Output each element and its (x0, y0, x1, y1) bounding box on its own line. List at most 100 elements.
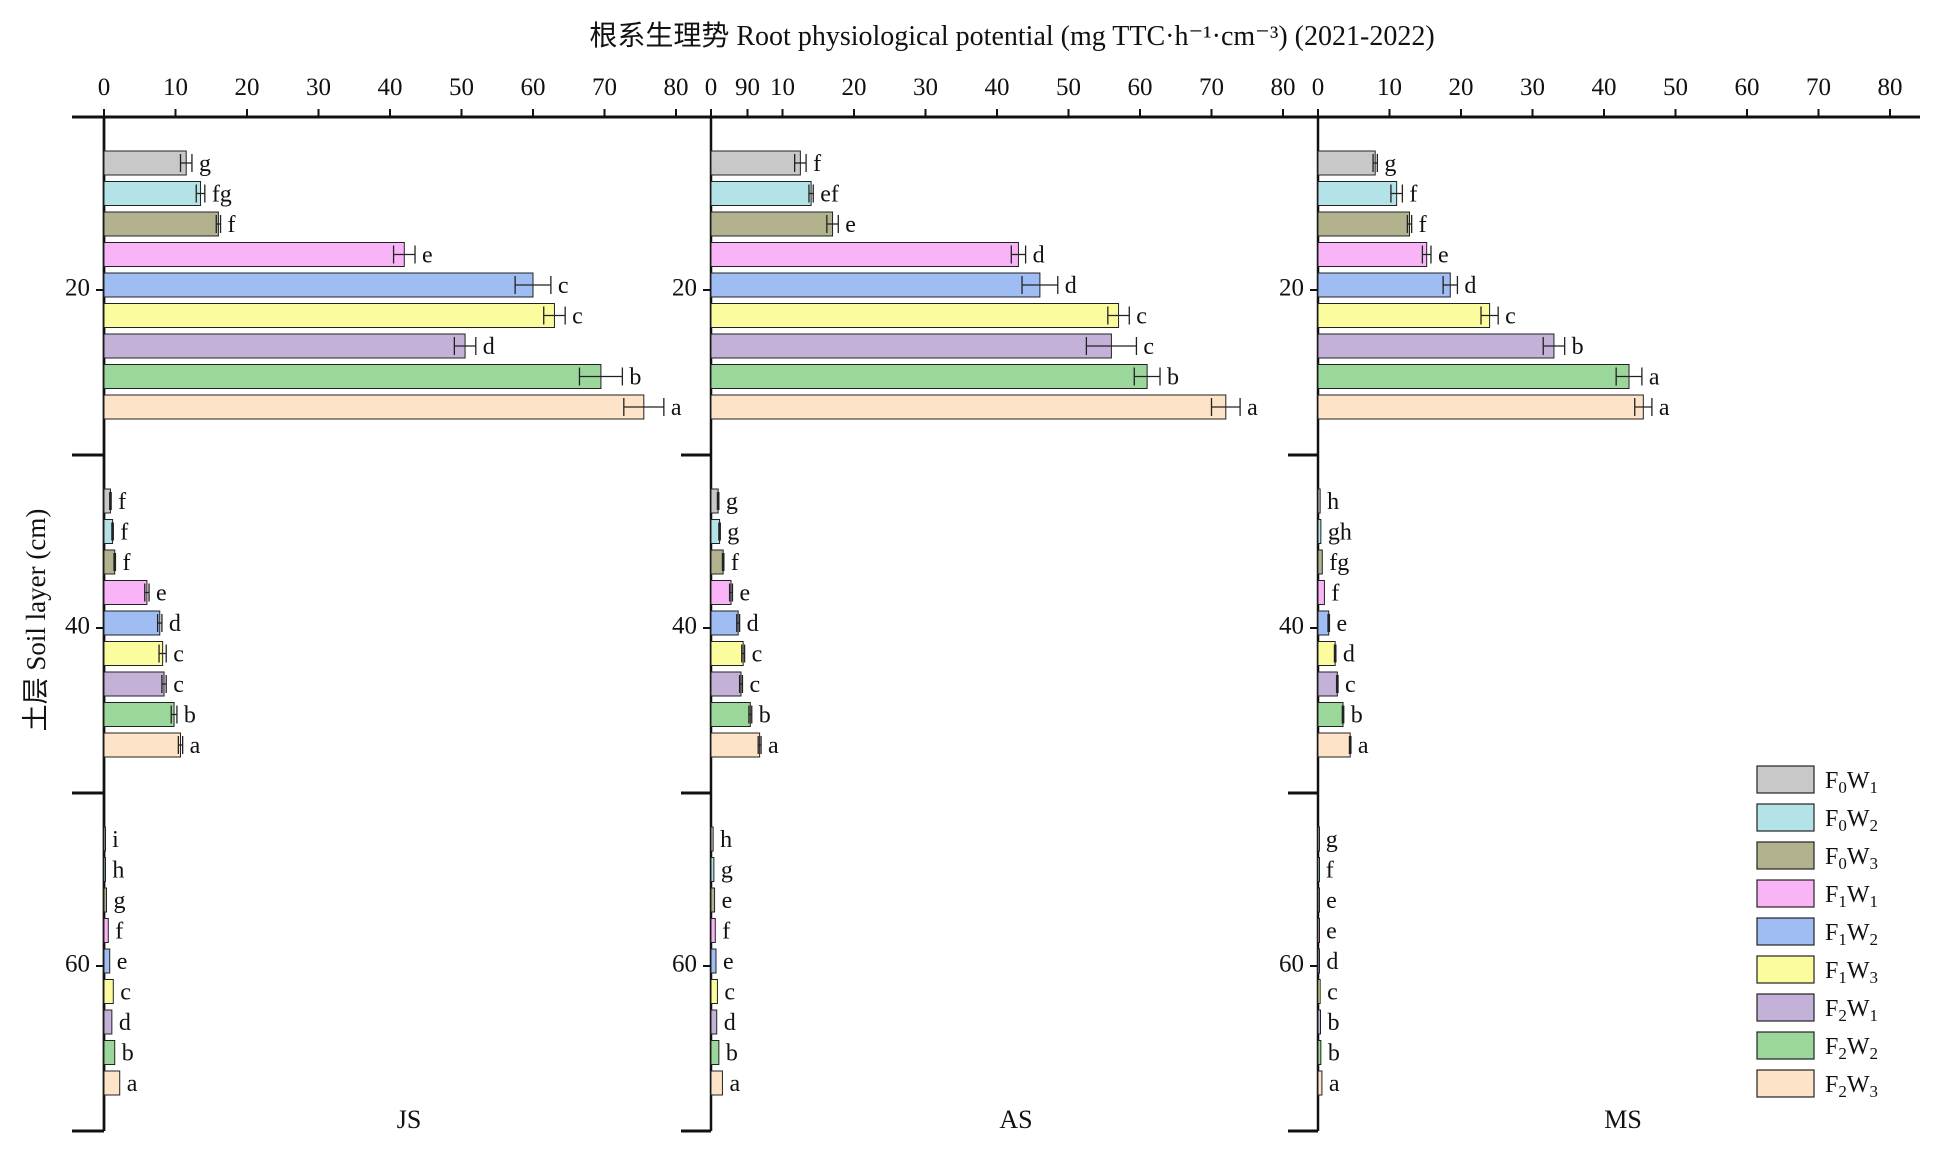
x-tick-label: 50 (449, 74, 474, 101)
bar (710, 272, 1041, 298)
legend-label: F0W3 (1825, 844, 1878, 873)
significance-letter: f (115, 919, 123, 945)
x-tick-label: 0 (98, 74, 111, 101)
significance-letter: c (558, 273, 569, 299)
bar (1317, 333, 1555, 359)
significance-letter: ef (820, 182, 839, 208)
legend-label: F0W2 (1825, 806, 1878, 835)
bar (1317, 549, 1323, 575)
significance-letter: c (752, 642, 763, 668)
bar (103, 979, 114, 1004)
x-tick-label: 30 (306, 74, 331, 101)
panel-label: JS (397, 1105, 422, 1134)
bar (103, 887, 108, 913)
legend-label: F2W3 (1825, 1072, 1878, 1101)
bar (1317, 580, 1325, 605)
significance-letter: f (118, 489, 126, 515)
bar (1317, 150, 1376, 176)
bar (103, 333, 466, 359)
bar (1317, 732, 1351, 758)
significance-letter: e (1326, 919, 1337, 945)
bar (710, 732, 761, 758)
significance-letter: g (1384, 151, 1396, 177)
significance-letter: f (731, 550, 739, 576)
significance-letter: g (1326, 827, 1338, 853)
y-tick-label: 20 (672, 275, 697, 302)
bar (710, 671, 742, 697)
significance-letter: f (1419, 212, 1427, 238)
bar (710, 580, 732, 605)
bar (710, 610, 739, 636)
legend-swatch (1756, 955, 1815, 984)
bar (1317, 887, 1320, 913)
legend-label: F1W3 (1825, 958, 1878, 987)
bar (710, 948, 717, 974)
significance-letter: d (169, 611, 181, 637)
significance-letter: a (1358, 733, 1369, 759)
significance-letter: d (1326, 949, 1338, 975)
x-tick-label: 60 (1735, 74, 1760, 101)
significance-letter: e (739, 581, 750, 607)
bar (103, 242, 405, 267)
significance-letter: c (572, 304, 583, 330)
bar (103, 610, 161, 636)
bar (1317, 979, 1321, 1004)
legend-swatch (1756, 765, 1815, 794)
bar (103, 671, 165, 697)
bar (1317, 918, 1320, 943)
x-tick-label: 50 (1663, 74, 1688, 101)
legend-swatch (1756, 993, 1815, 1022)
bar (1317, 1009, 1322, 1035)
bar (103, 1009, 113, 1035)
legend: F0W1 F0W2 F0W3 F1W1 F1W2 F1W3 F2W1 F2W2 F2W3 (1756, 765, 1878, 1101)
significance-letter: a (1329, 1071, 1340, 1097)
significance-letter: b (122, 1041, 134, 1067)
bar (1317, 641, 1336, 666)
significance-letter: d (1464, 273, 1476, 299)
significance-letter: c (724, 980, 735, 1006)
chart-body: 20 20 20 40 40 40 60 60 60 0 10 20 30 40 50 60 70 80 90 JS g… (65, 74, 1920, 1134)
bar (710, 887, 716, 913)
legend-label: F2W2 (1825, 1034, 1878, 1063)
significance-letter: f (1409, 182, 1417, 208)
bar (103, 272, 534, 298)
y-axis-label: 土层 Soil layer (cm) (21, 509, 51, 732)
significance-letter: c (1345, 672, 1356, 698)
bar (103, 211, 219, 237)
panel-js: 0 10 20 30 40 50 60 70 80 90JSgfgfeccdbafffedccba… (74, 74, 760, 1134)
panel-label: MS (1604, 1105, 1642, 1134)
bar (710, 918, 716, 943)
significance-letter: i (112, 827, 119, 853)
significance-letter: b (759, 703, 771, 729)
y-tick-label: 40 (65, 613, 90, 640)
bar (103, 580, 148, 605)
x-tick-label: 70 (1806, 74, 1831, 101)
x-tick-label: 40 (985, 74, 1010, 101)
significance-letter: g (727, 520, 739, 546)
bar (710, 211, 834, 237)
significance-letter: g (114, 888, 126, 914)
y-tick-label: 20 (1279, 275, 1304, 302)
significance-letter: c (1136, 304, 1147, 330)
bar (103, 549, 116, 575)
x-tick-label: 80 (664, 74, 689, 101)
significance-letter: c (173, 672, 184, 698)
x-tick-label: 10 (770, 74, 795, 101)
x-tick-label: 20 (235, 74, 260, 101)
bar (103, 948, 111, 974)
bar (1317, 826, 1320, 852)
significance-letter: c (1505, 304, 1516, 330)
bar (1317, 1070, 1323, 1096)
bar (710, 150, 801, 176)
x-tick-label: 40 (378, 74, 403, 101)
significance-letter: e (422, 243, 433, 269)
bar (103, 394, 645, 420)
significance-letter: fg (1329, 550, 1349, 576)
bar (103, 702, 175, 727)
y-tick-label: 20 (65, 275, 90, 302)
legend-swatch (1756, 917, 1815, 946)
bar (103, 181, 202, 206)
significance-letter: d (724, 1010, 736, 1036)
significance-letter: b (1167, 365, 1179, 391)
